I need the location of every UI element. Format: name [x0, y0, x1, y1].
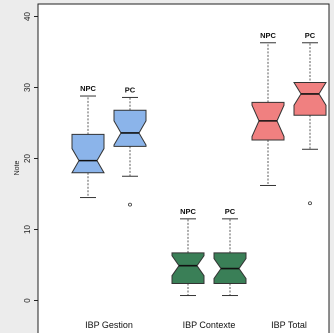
box-label: PC: [125, 85, 136, 94]
box-label: NPC: [260, 31, 276, 40]
box-label: PC: [225, 207, 236, 216]
x-axis-label: IBP Contexte: [183, 320, 236, 330]
x-axis-label: IBP Total: [271, 320, 307, 330]
y-axis-title: Note: [14, 161, 21, 176]
outlier-point: [128, 202, 132, 207]
y-tick-label: 40: [23, 12, 32, 21]
outlier-point: [308, 201, 312, 206]
x-axis-label: IBP Gestion: [85, 320, 133, 330]
x-axis-labels: IBP Gestion IBP Contexte IBP Total: [85, 320, 307, 330]
y-axis: 0 10 20 30 40: [23, 12, 38, 303]
box: [171, 252, 205, 284]
box: [71, 133, 105, 174]
box: [113, 109, 147, 147]
y-tick-label: 20: [23, 154, 32, 163]
box-label: NPC: [180, 207, 196, 216]
plot-area: NPC PC NPC PC NPC PC: [71, 31, 327, 297]
y-tick-label: 0: [23, 298, 32, 303]
y-tick-label: 30: [23, 83, 32, 92]
y-tick-label: 10: [23, 225, 32, 234]
box: [293, 82, 327, 116]
box-label: PC: [305, 31, 316, 40]
box-label: NPC: [80, 84, 96, 93]
